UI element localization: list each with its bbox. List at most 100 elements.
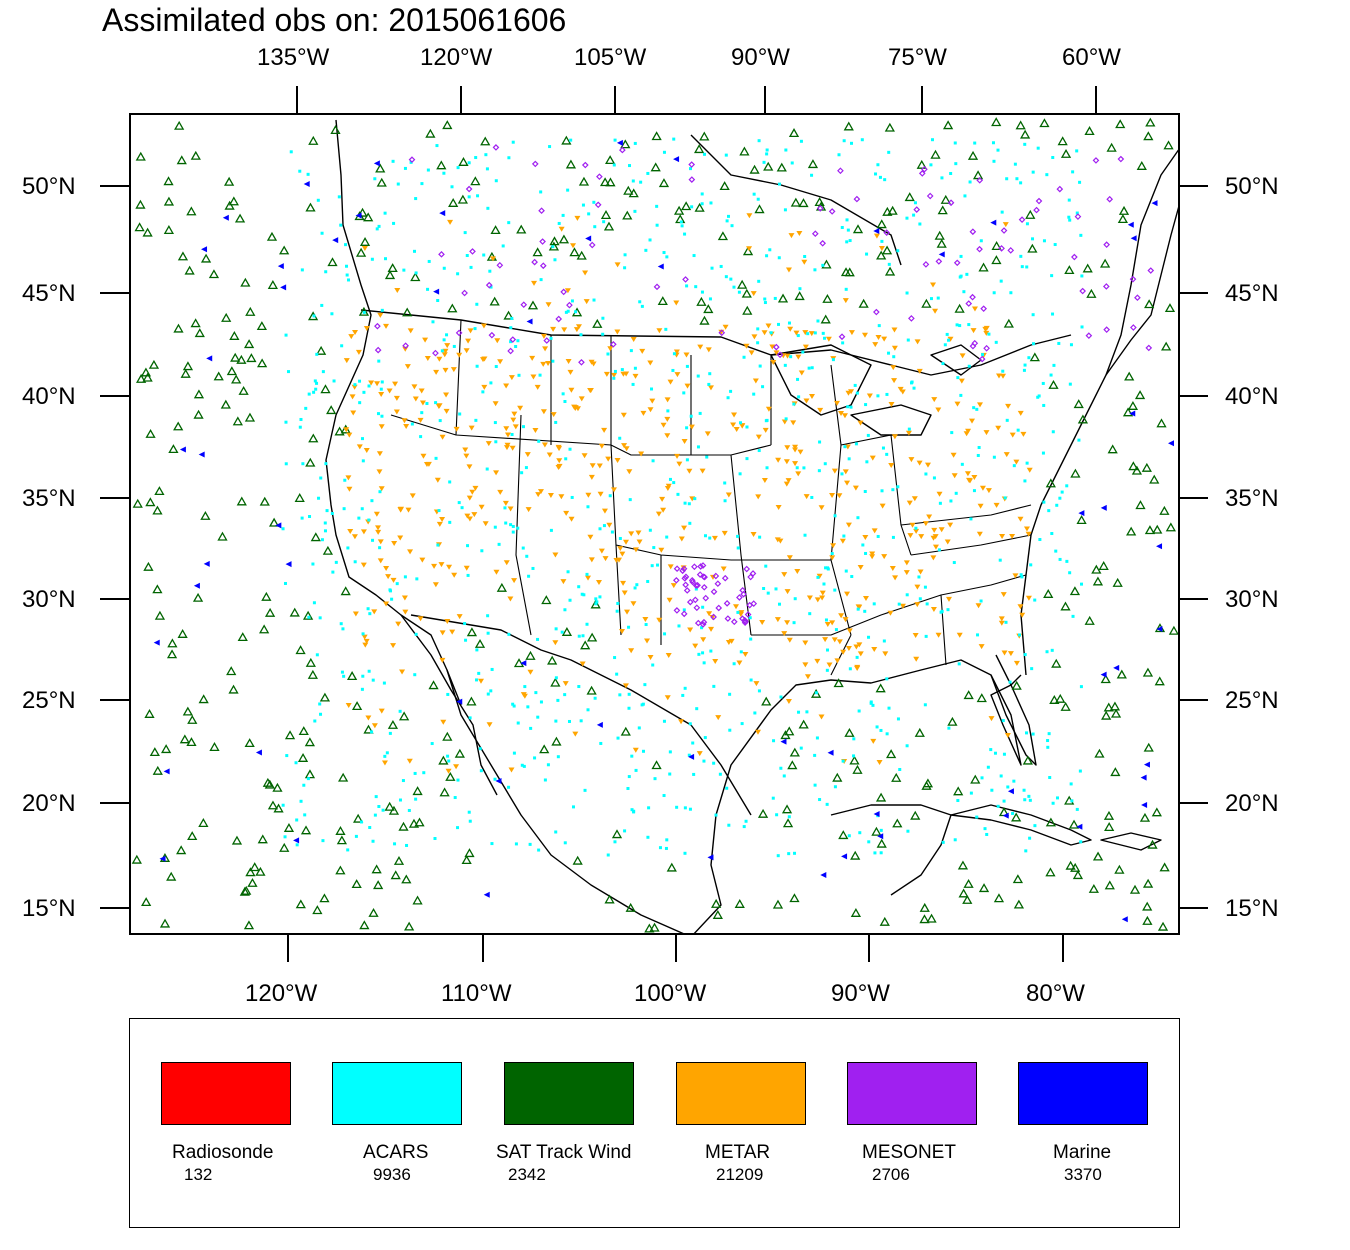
acars-marker (629, 349, 633, 353)
acars-marker (810, 366, 814, 370)
metar-marker (375, 525, 382, 531)
acars-marker (710, 266, 714, 270)
acars-marker (1020, 575, 1024, 579)
marine-marker (1140, 774, 1147, 781)
acars-marker (687, 753, 691, 757)
sat-track-wind-marker (351, 879, 362, 889)
metar-marker (517, 405, 524, 411)
acars-marker (510, 316, 514, 320)
marine-marker (707, 854, 714, 861)
acars-marker (289, 150, 293, 154)
metar-marker (617, 546, 624, 552)
acars-marker (880, 489, 884, 493)
us-mexico-border (410, 614, 752, 816)
metar-marker (765, 406, 772, 412)
metar-marker (589, 463, 596, 469)
acars-marker (864, 551, 868, 555)
sat-track-wind-marker (279, 245, 290, 255)
acars-marker (623, 253, 627, 257)
sat-track-wind-marker (1112, 577, 1123, 587)
acars-marker (1011, 811, 1015, 815)
acars-marker (702, 152, 706, 156)
acars-marker (510, 432, 514, 436)
sat-track-wind-marker (1048, 379, 1059, 389)
left-lat-label-25n: 25°N (22, 687, 76, 714)
us-canada-border (360, 309, 1072, 376)
acars-marker (613, 138, 617, 142)
acars-marker (377, 805, 381, 809)
acars-marker (949, 171, 953, 175)
acars-marker (917, 575, 921, 579)
metar-marker (386, 388, 393, 394)
map-panel[interactable] (129, 113, 1180, 935)
top-lon-label-90w: 90°W (731, 44, 790, 71)
acars-marker (586, 708, 590, 712)
bottom-lon-label-100w: 100°W (634, 980, 707, 1007)
mesonet-marker (488, 331, 496, 339)
metar-marker (575, 324, 582, 330)
acars-marker (861, 543, 865, 547)
marine-marker (277, 263, 284, 270)
acars-marker (295, 818, 299, 822)
sat-track-wind-marker (384, 270, 396, 280)
sat-track-wind-marker (176, 845, 187, 855)
acars-marker (529, 726, 533, 730)
marine-marker (193, 582, 200, 589)
acars-marker (992, 455, 996, 459)
sat-track-wind-marker (173, 323, 184, 333)
sat-track-wind-marker (135, 151, 146, 161)
metar-marker (1013, 459, 1020, 465)
metar-marker (352, 329, 359, 335)
sat-track-wind-marker (262, 777, 273, 787)
sat-track-wind-marker (807, 159, 819, 169)
sat-track-wind-marker (182, 706, 193, 716)
acars-marker (633, 141, 637, 145)
metar-marker (1026, 467, 1033, 473)
metar-marker (355, 349, 362, 355)
acars-marker (467, 195, 471, 199)
metar-marker (781, 631, 788, 637)
sat-track-wind-marker (359, 236, 371, 246)
acars-marker (389, 589, 393, 593)
metar-marker (503, 560, 510, 566)
metar-marker (492, 401, 499, 407)
acars-marker (756, 197, 760, 201)
metar-marker (746, 246, 753, 252)
sat-track-wind-marker (174, 120, 185, 130)
sat-track-wind-marker (572, 855, 583, 865)
sat-track-wind-marker (355, 247, 367, 257)
acars-marker (932, 476, 936, 480)
sat-track-wind-marker (1154, 676, 1165, 686)
acars-marker (822, 582, 826, 586)
mesonet-marker (697, 563, 705, 570)
acars-marker (1028, 798, 1032, 802)
sat-track-wind-marker (527, 300, 539, 310)
metar-marker (730, 422, 737, 428)
acars-marker (324, 462, 328, 466)
metar-marker (378, 424, 385, 430)
acars-marker (366, 607, 370, 611)
mesonet-marker (538, 207, 545, 215)
metar-marker (480, 323, 487, 329)
mesonet-marker (1145, 344, 1153, 352)
mesonet-marker (969, 228, 977, 236)
mesonet-marker (432, 349, 439, 357)
acars-marker (1022, 788, 1026, 792)
sat-track-wind-marker (152, 584, 163, 594)
metar-marker (700, 637, 707, 643)
acars-marker (345, 264, 349, 268)
metar-marker (529, 355, 536, 361)
metar-marker (466, 516, 473, 522)
sat-track-wind-marker (305, 657, 316, 667)
sat-track-wind-marker (852, 224, 864, 234)
acars-marker (768, 248, 772, 252)
acars-marker (742, 355, 746, 359)
sat-track-wind-marker (578, 176, 590, 186)
mesonet-marker (1085, 332, 1093, 340)
acars-marker (345, 273, 349, 277)
acars-marker (690, 205, 694, 209)
mesonet-marker (1130, 324, 1137, 331)
acars-marker (793, 597, 797, 601)
acars-marker (1001, 719, 1005, 723)
acars-marker (652, 546, 656, 550)
